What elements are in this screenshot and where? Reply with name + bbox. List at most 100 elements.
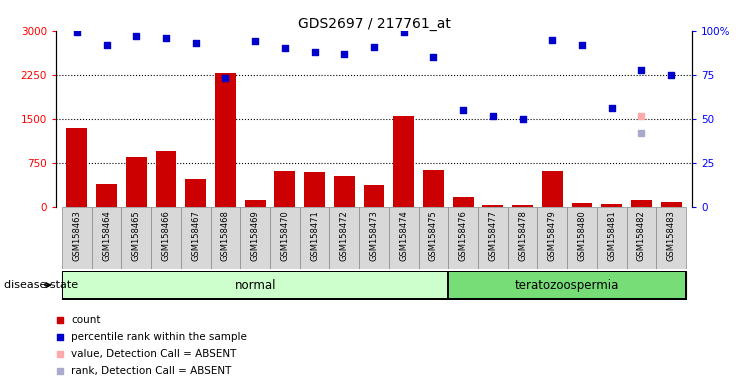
Bar bbox=[542, 171, 562, 207]
Bar bbox=[512, 205, 533, 207]
FancyBboxPatch shape bbox=[92, 207, 121, 269]
FancyBboxPatch shape bbox=[121, 207, 151, 269]
Point bbox=[398, 30, 410, 36]
Bar bbox=[601, 204, 622, 207]
Text: GSM158463: GSM158463 bbox=[73, 210, 82, 261]
Text: GSM158475: GSM158475 bbox=[429, 210, 438, 261]
Text: count: count bbox=[71, 314, 101, 324]
Text: GSM158474: GSM158474 bbox=[399, 210, 408, 261]
Point bbox=[665, 72, 677, 78]
Point bbox=[190, 40, 202, 46]
Bar bbox=[245, 200, 266, 207]
Point bbox=[54, 334, 66, 340]
Point bbox=[279, 45, 291, 51]
Bar bbox=[453, 197, 473, 207]
Point bbox=[219, 75, 231, 81]
Bar bbox=[660, 202, 681, 207]
Bar bbox=[96, 184, 117, 207]
Text: GSM158480: GSM158480 bbox=[577, 210, 586, 261]
FancyBboxPatch shape bbox=[478, 207, 508, 269]
Text: rank, Detection Call = ABSENT: rank, Detection Call = ABSENT bbox=[71, 366, 232, 376]
Text: GSM158470: GSM158470 bbox=[280, 210, 289, 261]
Text: GSM158483: GSM158483 bbox=[666, 210, 675, 261]
FancyBboxPatch shape bbox=[240, 207, 270, 269]
Bar bbox=[67, 128, 88, 207]
Bar bbox=[364, 185, 384, 207]
FancyBboxPatch shape bbox=[329, 207, 359, 269]
FancyBboxPatch shape bbox=[419, 207, 448, 269]
Text: GDS2697 / 217761_at: GDS2697 / 217761_at bbox=[298, 17, 450, 31]
FancyBboxPatch shape bbox=[62, 207, 92, 269]
FancyBboxPatch shape bbox=[389, 207, 419, 269]
Point bbox=[54, 368, 66, 374]
FancyBboxPatch shape bbox=[567, 207, 597, 269]
Point bbox=[635, 130, 647, 136]
Text: GSM158466: GSM158466 bbox=[162, 210, 171, 261]
Text: GSM158481: GSM158481 bbox=[607, 210, 616, 261]
Point bbox=[546, 36, 558, 43]
FancyBboxPatch shape bbox=[300, 207, 329, 269]
Text: GSM158468: GSM158468 bbox=[221, 210, 230, 261]
Bar bbox=[449, 273, 685, 298]
Point bbox=[427, 54, 439, 60]
FancyBboxPatch shape bbox=[448, 207, 478, 269]
Bar bbox=[186, 179, 206, 207]
Point bbox=[54, 351, 66, 357]
FancyBboxPatch shape bbox=[537, 207, 567, 269]
Bar bbox=[215, 73, 236, 207]
FancyBboxPatch shape bbox=[211, 207, 240, 269]
Text: GSM158465: GSM158465 bbox=[132, 210, 141, 261]
Point bbox=[517, 116, 529, 122]
Point bbox=[487, 113, 499, 119]
Bar bbox=[482, 205, 503, 207]
Bar bbox=[423, 170, 444, 207]
Point bbox=[368, 43, 380, 50]
Point bbox=[249, 38, 261, 45]
Text: GSM158473: GSM158473 bbox=[370, 210, 378, 261]
Bar bbox=[275, 171, 295, 207]
Point bbox=[457, 107, 469, 113]
Text: disease state: disease state bbox=[4, 280, 78, 290]
Bar bbox=[393, 116, 414, 207]
Point bbox=[635, 113, 647, 119]
Bar bbox=[63, 273, 447, 298]
Text: percentile rank within the sample: percentile rank within the sample bbox=[71, 332, 248, 342]
FancyBboxPatch shape bbox=[270, 207, 300, 269]
FancyBboxPatch shape bbox=[597, 207, 627, 269]
Text: GSM158467: GSM158467 bbox=[191, 210, 200, 261]
Bar bbox=[304, 172, 325, 207]
Bar bbox=[631, 200, 652, 207]
Bar bbox=[126, 157, 147, 207]
FancyBboxPatch shape bbox=[508, 207, 537, 269]
Text: GSM158476: GSM158476 bbox=[459, 210, 468, 261]
Point bbox=[338, 51, 350, 57]
Bar bbox=[156, 151, 177, 207]
Point bbox=[606, 105, 618, 111]
FancyBboxPatch shape bbox=[151, 207, 181, 269]
Text: GSM158482: GSM158482 bbox=[637, 210, 646, 261]
Point bbox=[54, 316, 66, 323]
FancyBboxPatch shape bbox=[359, 207, 389, 269]
Text: value, Detection Call = ABSENT: value, Detection Call = ABSENT bbox=[71, 349, 236, 359]
Text: GSM158479: GSM158479 bbox=[548, 210, 557, 261]
Text: GSM158471: GSM158471 bbox=[310, 210, 319, 261]
Point bbox=[160, 35, 172, 41]
Text: GSM158477: GSM158477 bbox=[488, 210, 497, 261]
Bar bbox=[571, 203, 592, 207]
Point bbox=[101, 42, 113, 48]
Text: GSM158472: GSM158472 bbox=[340, 210, 349, 261]
Text: normal: normal bbox=[234, 279, 276, 291]
FancyBboxPatch shape bbox=[627, 207, 656, 269]
Point bbox=[576, 42, 588, 48]
Point bbox=[309, 49, 321, 55]
Text: GSM158478: GSM158478 bbox=[518, 210, 527, 261]
Point bbox=[71, 30, 83, 36]
FancyBboxPatch shape bbox=[181, 207, 211, 269]
Text: teratozoospermia: teratozoospermia bbox=[515, 279, 619, 291]
Point bbox=[130, 33, 142, 39]
Point bbox=[635, 66, 647, 73]
FancyBboxPatch shape bbox=[656, 207, 686, 269]
Text: GSM158469: GSM158469 bbox=[251, 210, 260, 261]
Bar bbox=[334, 176, 355, 207]
Text: GSM158464: GSM158464 bbox=[102, 210, 111, 261]
